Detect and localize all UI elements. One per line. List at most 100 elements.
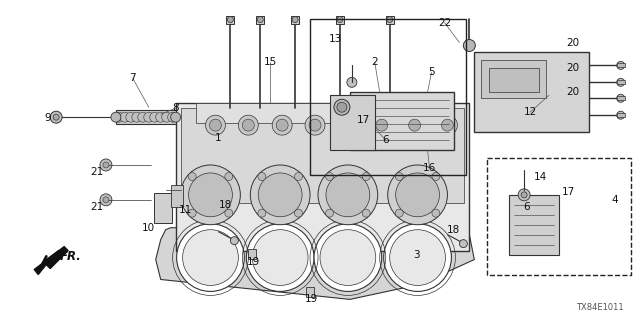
Circle shape — [617, 61, 625, 69]
Bar — [617, 96, 625, 100]
Bar — [291, 16, 299, 24]
Circle shape — [120, 112, 130, 122]
Circle shape — [384, 224, 451, 292]
Text: FR.: FR. — [60, 250, 82, 263]
Circle shape — [259, 173, 302, 217]
Circle shape — [355, 100, 365, 110]
Circle shape — [294, 209, 303, 217]
Circle shape — [180, 165, 241, 225]
Circle shape — [188, 209, 196, 217]
Circle shape — [617, 78, 625, 86]
Circle shape — [258, 172, 266, 180]
Circle shape — [205, 115, 225, 135]
Circle shape — [168, 112, 178, 122]
Circle shape — [294, 172, 303, 180]
Text: 11: 11 — [179, 205, 192, 215]
Bar — [196, 103, 454, 123]
Text: TX84E1011: TX84E1011 — [576, 303, 623, 312]
Circle shape — [372, 115, 392, 135]
Text: 10: 10 — [142, 223, 156, 233]
Circle shape — [396, 173, 440, 217]
Circle shape — [132, 112, 142, 122]
Circle shape — [126, 112, 136, 122]
Circle shape — [150, 112, 160, 122]
Bar — [336, 16, 344, 24]
Circle shape — [243, 119, 254, 131]
Text: 2: 2 — [371, 57, 378, 68]
Polygon shape — [156, 228, 474, 300]
Circle shape — [100, 194, 112, 206]
Text: 5: 5 — [428, 68, 435, 77]
Text: 20: 20 — [566, 87, 579, 97]
Text: 15: 15 — [264, 57, 277, 68]
Circle shape — [50, 111, 62, 123]
Circle shape — [432, 209, 440, 217]
Text: 17: 17 — [357, 115, 371, 125]
Circle shape — [408, 119, 420, 131]
Text: 8: 8 — [172, 103, 179, 113]
Text: 14: 14 — [533, 172, 547, 182]
Text: 16: 16 — [423, 163, 436, 173]
Text: 19: 19 — [246, 257, 260, 267]
Bar — [154, 193, 172, 223]
Text: 21: 21 — [90, 202, 104, 212]
Bar — [386, 16, 394, 24]
Text: 20: 20 — [566, 63, 579, 73]
Circle shape — [258, 209, 266, 217]
Circle shape — [352, 97, 368, 113]
Bar — [310, 19, 467, 175]
Circle shape — [326, 173, 370, 217]
Circle shape — [521, 192, 527, 198]
Circle shape — [250, 165, 310, 225]
Text: 1: 1 — [215, 133, 221, 143]
Bar — [227, 16, 234, 24]
Circle shape — [309, 119, 321, 131]
Circle shape — [238, 115, 259, 135]
Text: 22: 22 — [438, 18, 451, 28]
Circle shape — [337, 102, 347, 112]
Circle shape — [209, 119, 221, 131]
Circle shape — [156, 112, 166, 122]
Circle shape — [518, 189, 530, 201]
Circle shape — [337, 17, 343, 23]
Text: 7: 7 — [129, 73, 136, 83]
Circle shape — [252, 230, 308, 285]
Circle shape — [227, 17, 234, 23]
Text: 13: 13 — [330, 34, 342, 44]
Text: 21: 21 — [90, 167, 104, 177]
Circle shape — [171, 112, 180, 122]
Text: 19: 19 — [305, 294, 317, 304]
Circle shape — [314, 224, 381, 292]
Circle shape — [111, 112, 121, 122]
Text: 3: 3 — [413, 250, 420, 260]
Circle shape — [438, 115, 458, 135]
Bar — [330, 95, 375, 150]
Bar — [180, 108, 465, 203]
Circle shape — [320, 230, 376, 285]
Circle shape — [326, 172, 333, 180]
Circle shape — [144, 112, 154, 122]
Circle shape — [326, 209, 333, 217]
Circle shape — [103, 162, 109, 168]
Text: 18: 18 — [219, 200, 232, 210]
Text: 6: 6 — [383, 135, 389, 145]
Text: 12: 12 — [524, 107, 537, 117]
Circle shape — [138, 112, 148, 122]
Circle shape — [225, 172, 233, 180]
Polygon shape — [35, 247, 68, 275]
Bar — [481, 60, 546, 98]
Bar — [116, 110, 175, 124]
Circle shape — [342, 119, 354, 131]
Circle shape — [292, 17, 298, 23]
Text: 4: 4 — [611, 195, 618, 205]
Circle shape — [442, 119, 453, 131]
Circle shape — [390, 230, 445, 285]
Bar — [509, 195, 559, 255]
Circle shape — [460, 240, 467, 248]
Circle shape — [182, 230, 238, 285]
Circle shape — [617, 94, 625, 102]
Circle shape — [177, 224, 244, 292]
Bar — [489, 68, 539, 92]
Circle shape — [404, 115, 424, 135]
Bar — [617, 80, 625, 84]
